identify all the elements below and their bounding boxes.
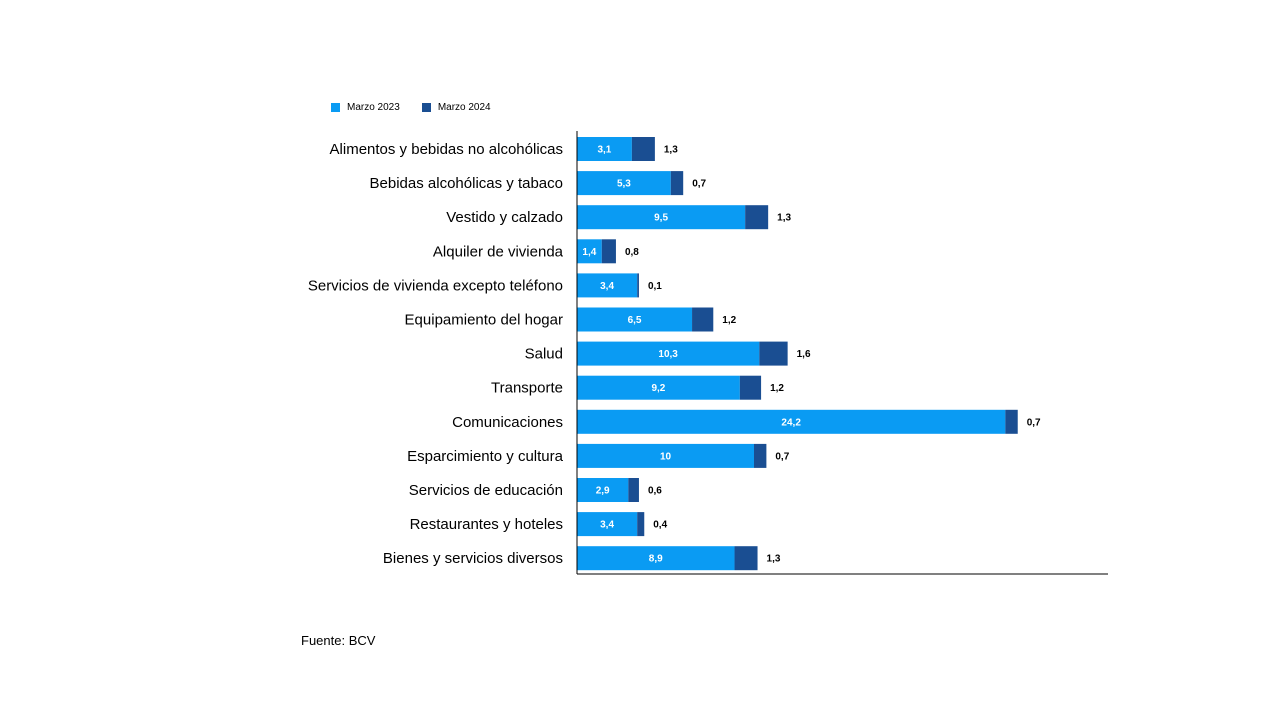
bar-marzo-2023-vestido-y-calzado — [577, 205, 746, 230]
category-label-transporte: Transporte — [491, 380, 563, 397]
category-label-comunicaciones: Comunicaciones — [452, 414, 563, 431]
data-label-marzo-2024-vestido-y-calzado: 1,3 — [777, 213, 791, 224]
bar-marzo-2023-alimentos-y-bebidas-no-alcoholicas — [577, 137, 632, 161]
legend-label-marzo-2024: Marzo 2024 — [437, 102, 491, 113]
data-label-marzo-2023-vestido-y-calzado: 9,5 — [654, 213, 668, 224]
bar-marzo-2023-restaurantes-y-hoteles — [577, 512, 638, 537]
bar-marzo-2024-servicios-de-educacion — [628, 478, 639, 502]
bar-marzo-2024-comunicaciones — [1005, 409, 1018, 434]
data-label-marzo-2024-alimentos-y-bebidas-no-alcoholicas: 1,3 — [664, 145, 678, 156]
bar-marzo-2024-vestido-y-calzado — [745, 205, 769, 230]
bar-marzo-2024-esparcimiento-y-cultura — [754, 443, 767, 468]
legend-label-marzo-2023: Marzo 2023 — [347, 102, 400, 113]
data-label-marzo-2023-servicios-de-educacion: 2,9 — [596, 486, 610, 497]
data-label-marzo-2024-bienes-y-servicios-diversos: 1,3 — [767, 554, 781, 565]
category-label-restaurantes-y-hoteles: Restaurantes y hoteles — [410, 516, 563, 533]
data-label-marzo-2024-comunicaciones: 0,7 — [1027, 417, 1041, 428]
data-label-marzo-2023-bienes-y-servicios-diversos: 8,9 — [649, 554, 663, 565]
data-label-marzo-2023-alimentos-y-bebidas-no-alcoholicas: 3,1 — [597, 145, 611, 156]
legend-swatch-marzo-2024 — [421, 103, 431, 112]
data-label-marzo-2024-salud: 1,6 — [797, 349, 811, 360]
bar-marzo-2023-servicios-de-educacion — [577, 478, 629, 502]
bar-marzo-2023-esparcimiento-y-cultura — [577, 443, 754, 468]
bar-marzo-2023-bebidas-alcoholicas-y-tabaco — [577, 171, 671, 196]
bar-marzo-2023-servicios-de-vivienda-excepto-telefono — [577, 273, 638, 298]
data-label-marzo-2023-esparcimiento-y-cultura: 10 — [660, 451, 672, 462]
data-label-marzo-2023-transporte: 9,2 — [651, 383, 665, 394]
data-label-marzo-2023-bebidas-alcoholicas-y-tabaco: 5,3 — [617, 179, 631, 190]
legend: Marzo 2023 Marzo 2024 — [331, 102, 513, 113]
legend-swatch-marzo-2023 — [331, 103, 340, 112]
bar-marzo-2024-servicios-de-vivienda-excepto-telefono — [637, 273, 639, 298]
category-label-servicios-de-educacion: Servicios de educación — [409, 482, 563, 499]
category-label-alimentos-y-bebidas-no-alcoholicas: Alimentos y bebidas no alcohólicas — [330, 141, 563, 158]
bar-marzo-2024-alquiler-de-vivienda — [601, 239, 616, 264]
data-label-marzo-2024-equipamiento-del-hogar: 1,2 — [722, 315, 736, 326]
legend-item-marzo-2024: Marzo 2024 — [421, 102, 491, 113]
bar-marzo-2024-equipamiento-del-hogar — [692, 307, 714, 332]
data-label-marzo-2024-alquiler-de-vivienda: 0,8 — [625, 247, 639, 258]
data-label-marzo-2024-esparcimiento-y-cultura: 0,7 — [775, 451, 789, 462]
data-label-marzo-2024-restaurantes-y-hoteles: 0,4 — [653, 520, 667, 531]
category-label-vestido-y-calzado: Vestido y calzado — [446, 209, 563, 226]
data-label-marzo-2024-transporte: 1,2 — [770, 383, 784, 394]
data-label-marzo-2023-restaurantes-y-hoteles: 3,4 — [600, 520, 614, 531]
bar-marzo-2023-bienes-y-servicios-diversos — [577, 546, 735, 571]
category-label-bienes-y-servicios-diversos: Bienes y servicios diversos — [383, 550, 563, 567]
data-label-marzo-2024-servicios-de-educacion: 0,6 — [648, 486, 662, 497]
category-label-bebidas-alcoholicas-y-tabaco: Bebidas alcohólicas y tabaco — [370, 175, 563, 192]
bar-marzo-2023-salud — [577, 341, 760, 366]
data-label-marzo-2023-equipamiento-del-hogar: 6,5 — [628, 315, 642, 326]
category-label-servicios-de-vivienda-excepto-telefono: Servicios de vivienda excepto teléfono — [308, 277, 563, 294]
data-label-marzo-2024-servicios-de-vivienda-excepto-telefono: 0,1 — [648, 281, 662, 292]
data-label-marzo-2023-comunicaciones: 24,2 — [781, 417, 801, 428]
bar-marzo-2023-transporte — [577, 375, 740, 400]
bar-marzo-2024-transporte — [739, 375, 762, 400]
bar-marzo-2023-comunicaciones — [577, 409, 1006, 434]
bar-marzo-2024-bienes-y-servicios-diversos — [734, 546, 758, 571]
bar-marzo-2024-salud — [759, 341, 788, 366]
category-label-esparcimiento-y-cultura: Esparcimiento y cultura — [407, 448, 564, 465]
category-label-equipamiento-del-hogar: Equipamiento del hogar — [405, 312, 563, 329]
category-label-alquiler-de-vivienda: Alquiler de vivienda — [433, 243, 564, 260]
bar-marzo-2023-equipamiento-del-hogar — [577, 307, 693, 332]
legend-item-marzo-2023: Marzo 2023 — [331, 102, 400, 113]
data-label-marzo-2023-alquiler-de-vivienda: 1,4 — [582, 247, 596, 258]
source-note: Fuente: BCV — [301, 633, 376, 648]
bar-marzo-2023-alquiler-de-vivienda — [577, 239, 602, 264]
bar-marzo-2024-bebidas-alcoholicas-y-tabaco — [670, 171, 684, 196]
category-label-salud: Salud — [525, 346, 563, 363]
data-label-marzo-2023-servicios-de-vivienda-excepto-telefono: 3,4 — [600, 281, 614, 292]
bar-marzo-2024-restaurantes-y-hoteles — [637, 512, 645, 537]
bar-marzo-2024-alimentos-y-bebidas-no-alcoholicas — [631, 137, 655, 161]
data-label-marzo-2023-salud: 10,3 — [658, 349, 678, 360]
data-label-marzo-2024-bebidas-alcoholicas-y-tabaco: 0,7 — [692, 179, 706, 190]
